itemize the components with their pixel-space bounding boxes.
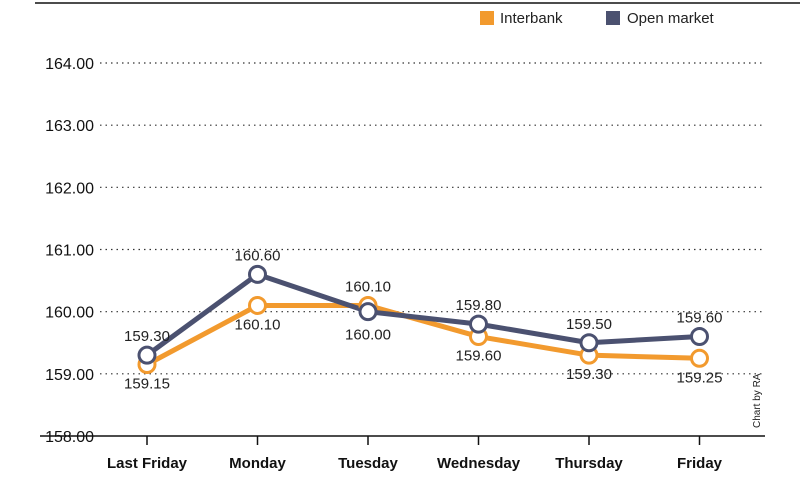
x-axis: Last Friday Monday Tuesday Wednesday Thursda…	[40, 435, 765, 472]
x-tick-label: Friday	[677, 455, 723, 472]
series-lines	[144, 271, 702, 368]
y-tick-label: 164.00	[45, 56, 94, 73]
x-tick-label: Thursday	[555, 455, 623, 472]
data-label-open-market: 160.00	[345, 327, 391, 344]
data-point-open-market	[248, 264, 267, 284]
data-label-open-market: 159.50	[566, 316, 612, 333]
data-label-interbank: 159.25	[677, 369, 723, 386]
legend: Interbank Open market	[480, 10, 715, 27]
data-label-open-market: 159.30	[124, 328, 170, 345]
data-label-interbank: 160.10	[345, 278, 391, 295]
data-point-open-market	[690, 327, 709, 347]
data-point-open-market	[137, 345, 157, 365]
data-label-interbank: 159.60	[456, 348, 502, 365]
data-point-open-market	[579, 333, 599, 353]
x-tick-label: Monday	[229, 455, 286, 472]
data-label-interbank: 159.30	[566, 366, 612, 383]
y-tick-label: 162.00	[45, 180, 94, 197]
data-point-open-market	[469, 314, 488, 334]
series-line-interbank	[144, 302, 702, 368]
x-tick-label: Last Friday	[107, 455, 188, 472]
series-line-open-market	[144, 271, 702, 358]
chart-credit: Chart by RA	[752, 373, 763, 428]
y-tick-label: 159.00	[45, 367, 94, 384]
x-tick-label: Wednesday	[437, 455, 521, 472]
data-point-interbank	[690, 348, 709, 368]
data-label-open-market: 159.60	[677, 310, 723, 327]
data-label-interbank: 159.15	[124, 376, 170, 393]
legend-label-open-market: Open market	[627, 10, 715, 27]
legend-label-interbank: Interbank	[500, 10, 563, 27]
data-labels: 159.15 160.10 160.10 159.60 159.30 159.25 159.…	[124, 247, 722, 392]
data-point-open-market	[358, 302, 378, 322]
y-tick-label: 158.00	[45, 429, 94, 446]
data-label-open-market: 160.60	[235, 247, 281, 264]
legend-swatch-open-market	[606, 11, 620, 25]
data-label-open-market: 159.80	[456, 297, 502, 314]
y-tick-label: 161.00	[45, 243, 94, 260]
x-tick-label: Tuesday	[338, 455, 398, 472]
data-label-interbank: 160.10	[235, 316, 281, 333]
legend-swatch-interbank	[480, 11, 494, 25]
gridlines	[100, 62, 765, 375]
y-axis-ticks: 158.00 159.00 160.00 161.00 162.00 163.00 164.…	[45, 56, 94, 446]
y-tick-label: 163.00	[45, 118, 94, 135]
series-points	[137, 264, 709, 375]
data-point-interbank	[248, 295, 267, 315]
y-tick-label: 160.00	[45, 305, 94, 322]
